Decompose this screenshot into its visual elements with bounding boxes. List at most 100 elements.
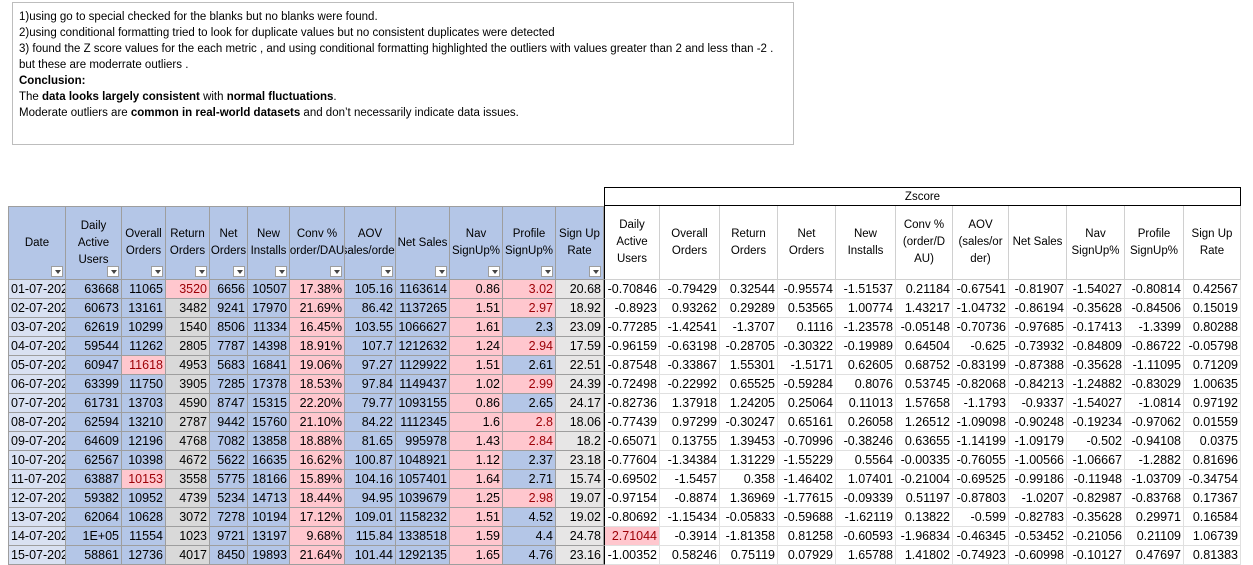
zscore-cell: -1.24882 [1067, 375, 1125, 394]
value-cell: 22.20% [290, 394, 345, 413]
value-cell: 59544 [66, 337, 122, 356]
zscore-cell: 0.68752 [896, 356, 953, 375]
note-text: 3) found the Z score values for the each… [19, 43, 774, 71]
filter-button[interactable] [51, 266, 63, 277]
date-cell: 03-07-2022 [8, 318, 66, 337]
date-cell: 04-07-2022 [8, 337, 66, 356]
value-cell: 105.16 [345, 280, 396, 299]
note-line: The data looks largely consistent with n… [19, 89, 787, 105]
column-header: Overall Orders [122, 206, 166, 280]
zscore-cell: -0.70996 [778, 432, 836, 451]
zscore-header: Nav SignUp% [1067, 206, 1125, 280]
zscore-cell: -0.67541 [953, 280, 1009, 299]
zscore-cell: -0.82068 [953, 375, 1009, 394]
zscore-cell: 0.71209 [1184, 356, 1241, 375]
zscore-cell: -0.05798 [1184, 337, 1241, 356]
value-cell: 12736 [122, 546, 166, 565]
filter-button[interactable] [107, 266, 119, 277]
value-cell: 19.07 [556, 489, 604, 508]
zscore-cell: -1.09098 [953, 413, 1009, 432]
date-cell: 05-07-2022 [8, 356, 66, 375]
value-cell: 24.39 [556, 375, 604, 394]
filter-button[interactable] [541, 266, 553, 277]
value-cell: 9.68% [290, 527, 345, 546]
value-cell: 1540 [166, 318, 210, 337]
zscore-cell: -0.599 [953, 508, 1009, 527]
value-cell: 5683 [210, 356, 248, 375]
zscore-cell: 1.57658 [896, 394, 953, 413]
value-cell: 15.74 [556, 470, 604, 489]
date-cell: 15-07-2022 [8, 546, 66, 565]
date-cell: 14-07-2022 [8, 527, 66, 546]
column-header: Net Sales [396, 206, 450, 280]
value-cell: 1066627 [396, 318, 450, 337]
zscore-cell: 0.32544 [720, 280, 778, 299]
value-cell: 1292135 [396, 546, 450, 565]
value-cell: 62567 [66, 451, 122, 470]
date-cell: 13-07-2022 [8, 508, 66, 527]
zscore-title: Zscore [604, 187, 1241, 206]
value-cell: 19893 [248, 546, 290, 565]
date-cell: 08-07-2022 [8, 413, 66, 432]
zscore-cell: 1.00635 [1184, 375, 1241, 394]
zscore-cell: 0.42567 [1184, 280, 1241, 299]
filter-button[interactable] [589, 266, 601, 277]
zscore-cell: 0.47697 [1125, 546, 1184, 565]
note-line: Moderate outliers are common in real-wor… [19, 105, 787, 121]
filter-button[interactable] [151, 266, 163, 277]
value-cell: 60673 [66, 299, 122, 318]
filter-button[interactable] [435, 266, 447, 277]
value-cell: 3072 [166, 508, 210, 527]
filter-button[interactable] [488, 266, 500, 277]
zscore-header: AOV (sales/or der) [953, 206, 1009, 280]
zscore-cell: 0.15019 [1184, 299, 1241, 318]
value-cell: 63887 [66, 470, 122, 489]
note-line: Conclusion: [19, 73, 787, 89]
zscore-cell: -0.80692 [604, 508, 660, 527]
zscore-cell: -1.04732 [953, 299, 1009, 318]
zscore-cell: 0.53745 [896, 375, 953, 394]
filter-button[interactable] [195, 266, 207, 277]
zscore-cell: -1.81358 [720, 527, 778, 546]
value-cell: 10299 [122, 318, 166, 337]
zscore-cell: -0.09339 [836, 489, 896, 508]
zscore-cell: 0.29289 [720, 299, 778, 318]
value-cell: 3905 [166, 375, 210, 394]
filter-button[interactable] [275, 266, 287, 277]
zscore-header: Net Sales [1009, 206, 1067, 280]
note-text: The [19, 91, 43, 103]
zscore-cell: -0.22992 [660, 375, 720, 394]
value-cell: 18.92 [556, 299, 604, 318]
zscore-header: Daily Active Users [604, 206, 660, 280]
value-cell: 4.52 [503, 508, 556, 527]
filter-button[interactable] [330, 266, 342, 277]
zscore-cell: -0.35628 [1067, 508, 1125, 527]
zscore-cell: -0.97154 [604, 489, 660, 508]
zscore-cell: -0.60998 [1009, 546, 1067, 565]
value-cell: 15760 [248, 413, 290, 432]
filter-button[interactable] [381, 266, 393, 277]
value-cell: 995978 [396, 432, 450, 451]
zscore-cell: -0.34754 [1184, 470, 1241, 489]
zscore-cell: -1.0814 [1125, 394, 1184, 413]
value-cell: 19.02 [556, 508, 604, 527]
zscore-cell: -0.46345 [953, 527, 1009, 546]
date-cell: 12-07-2022 [8, 489, 66, 508]
zscore-cell: 0.51197 [896, 489, 953, 508]
value-cell: 60947 [66, 356, 122, 375]
zscore-cell: -0.33867 [660, 356, 720, 375]
value-cell: 18.44% [290, 489, 345, 508]
zscore-cell: -1.0207 [1009, 489, 1067, 508]
filter-button[interactable] [233, 266, 245, 277]
zscore-cell: -0.38246 [836, 432, 896, 451]
zscore-cell: -0.97062 [1125, 413, 1184, 432]
zscore-cell: -0.97685 [1009, 318, 1067, 337]
zscore-cell: -0.82987 [1067, 489, 1125, 508]
zscore-cell: -0.65071 [604, 432, 660, 451]
value-cell: 14713 [248, 489, 290, 508]
zscore-cell: -0.73932 [1009, 337, 1067, 356]
value-cell: 4590 [166, 394, 210, 413]
zscore-cell: 0.16584 [1184, 508, 1241, 527]
column-header: Sign Up Rate [556, 206, 604, 280]
value-cell: 1158232 [396, 508, 450, 527]
